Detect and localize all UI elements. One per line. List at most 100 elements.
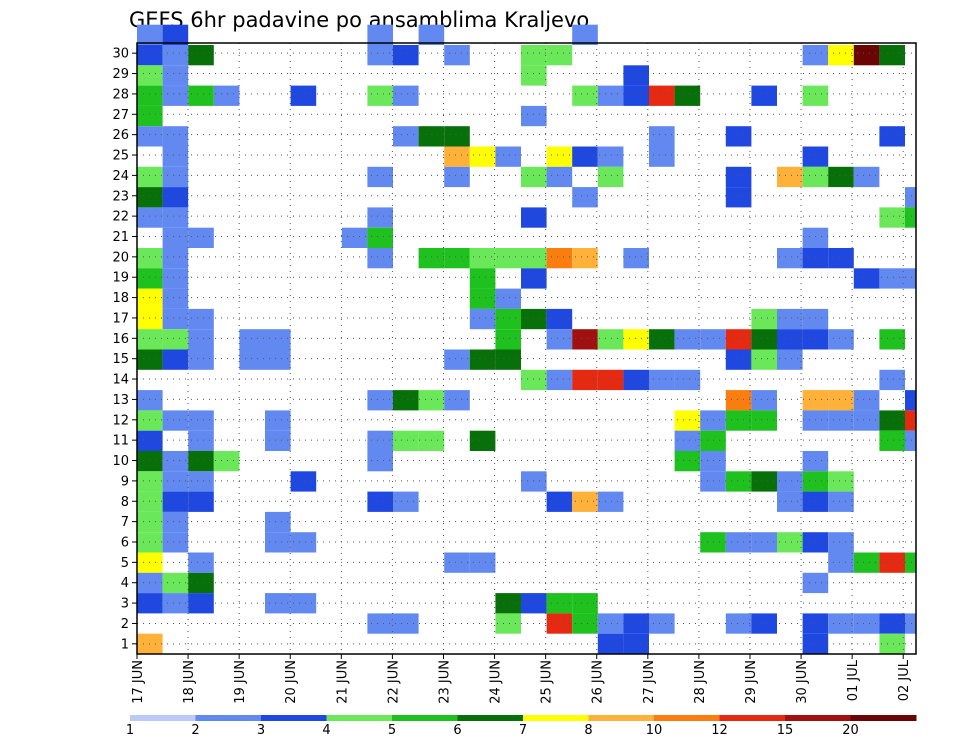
heatmap-cell: [469, 552, 496, 573]
heatmap-cell: [162, 24, 189, 45]
y-tick-label: 11: [112, 434, 129, 449]
colorbar-swatch: [261, 715, 327, 721]
colorbar-legend: 1 2 3 4 5 6 7 8 10 12 15 20: [126, 715, 917, 738]
heatmap-cell: [802, 329, 829, 350]
heatmap-cell: [137, 126, 163, 147]
x-tick-label: 22 JUN: [386, 660, 401, 704]
heatmap-cell: [265, 410, 291, 431]
heatmap-cell: [367, 227, 393, 248]
heatmap-cell: [572, 593, 598, 614]
colorbar-label: 8: [584, 723, 592, 738]
heatmap-cell: [162, 410, 189, 431]
heatmap-cell: [290, 85, 317, 106]
heatmap-cell: [572, 329, 598, 350]
heatmap-cell: [572, 85, 598, 106]
heatmap-cell: [367, 390, 393, 411]
heatmap-cell: [188, 451, 214, 472]
heatmap-cell: [828, 45, 854, 66]
heatmap-cell: [367, 430, 393, 451]
heatmap-cell: [853, 45, 880, 66]
heatmap-cell: [828, 491, 854, 512]
heatmap-cell: [367, 248, 393, 269]
heatmap-cell: [725, 166, 752, 188]
heatmap-cell: [572, 613, 598, 634]
heatmap-cell: [393, 491, 419, 512]
heatmap-cell: [444, 146, 470, 167]
heatmap-cell: [546, 613, 573, 634]
heatmap-cell: [597, 166, 624, 188]
heatmap-cell: [623, 613, 649, 634]
heatmap-cell: [802, 227, 829, 248]
heatmap-cell: [444, 552, 470, 573]
heatmap-cell: [239, 349, 265, 370]
heatmap-cell: [265, 349, 291, 370]
colorbar-swatch: [392, 715, 458, 721]
y-tick-label: 29: [112, 67, 129, 82]
heatmap-cell: [495, 613, 521, 634]
y-tick-label: 27: [112, 108, 129, 123]
heatmap-cell: [777, 349, 803, 370]
heatmap-cell: [393, 430, 419, 451]
colorbar-swatch: [326, 715, 393, 721]
heatmap-cell: [905, 390, 916, 411]
heatmap-cell: [188, 410, 214, 431]
heatmap-cell: [879, 369, 905, 391]
heatmap-cell: [521, 65, 547, 86]
heatmap-cell: [623, 65, 649, 86]
heatmap-cell: [572, 369, 598, 391]
heatmap-cell: [444, 45, 470, 66]
heatmap-cell: [700, 430, 726, 451]
heatmap-cell: [495, 248, 521, 269]
heatmap-cell: [725, 532, 752, 553]
y-tick-label: 15: [112, 352, 129, 367]
heatmap-cell: [469, 349, 496, 370]
y-tick-label: 14: [112, 373, 129, 388]
y-tick-label: 6: [121, 535, 129, 550]
heatmap-cell: [802, 85, 829, 106]
heatmap-cell: [469, 268, 496, 289]
heatmap-cell: [188, 85, 214, 106]
heatmap-cell: [905, 430, 916, 451]
heatmap-cell: [137, 471, 163, 492]
heatmap-cell: [674, 451, 701, 472]
heatmap-cell: [879, 207, 905, 228]
y-tick-label: 12: [112, 413, 129, 428]
heatmap-cell: [777, 532, 803, 553]
heatmap-cell: [725, 187, 752, 208]
heatmap-cell: [879, 633, 905, 654]
heatmap-cell: [290, 532, 317, 553]
colorbar-label: 1: [126, 723, 134, 738]
heatmap-cell: [188, 430, 214, 451]
heatmap-cell: [828, 532, 854, 553]
heatmap-cell: [162, 471, 189, 492]
heatmap-cell: [367, 451, 393, 472]
heatmap-cell: [418, 126, 445, 147]
colorbar-swatch: [719, 715, 786, 721]
heatmap-cell: [137, 349, 163, 370]
y-tick-label: 19: [112, 271, 129, 286]
heatmap-cell: [393, 390, 419, 411]
heatmap-cell: [444, 166, 470, 188]
heatmap-cell: [444, 390, 470, 411]
heatmap-cell: [162, 491, 189, 512]
heatmap-cell: [828, 390, 854, 411]
y-tick-label: 13: [112, 393, 129, 408]
heatmap-cell: [188, 572, 214, 594]
plot-cells: [137, 24, 916, 654]
heatmap-cell: [546, 491, 573, 512]
y-tick-label: 4: [121, 576, 129, 591]
heatmap-cell: [469, 430, 496, 451]
y-tick-label: 10: [112, 454, 129, 469]
y-tick-label: 21: [112, 230, 129, 245]
heatmap-cell: [853, 552, 880, 573]
heatmap-cell: [495, 288, 521, 309]
heatmap-cell: [879, 430, 905, 451]
heatmap-cell: [393, 45, 419, 66]
x-tick-label: 02 JUL: [897, 659, 912, 701]
heatmap-cell: [905, 552, 916, 573]
x-tick-label: 28 JUN: [693, 660, 708, 704]
heatmap-cell: [905, 613, 916, 634]
heatmap-cell: [418, 390, 445, 411]
heatmap-cell: [188, 329, 214, 350]
heatmap-cell: [521, 207, 547, 228]
